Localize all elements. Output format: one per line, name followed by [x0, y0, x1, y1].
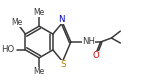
Text: Me: Me — [11, 18, 22, 27]
Text: Me: Me — [33, 8, 45, 17]
Text: N: N — [58, 15, 65, 24]
Text: Me: Me — [33, 67, 45, 76]
Text: NH: NH — [82, 37, 95, 46]
Text: O: O — [92, 51, 99, 60]
Text: S: S — [60, 60, 66, 69]
Text: HO: HO — [1, 45, 14, 54]
